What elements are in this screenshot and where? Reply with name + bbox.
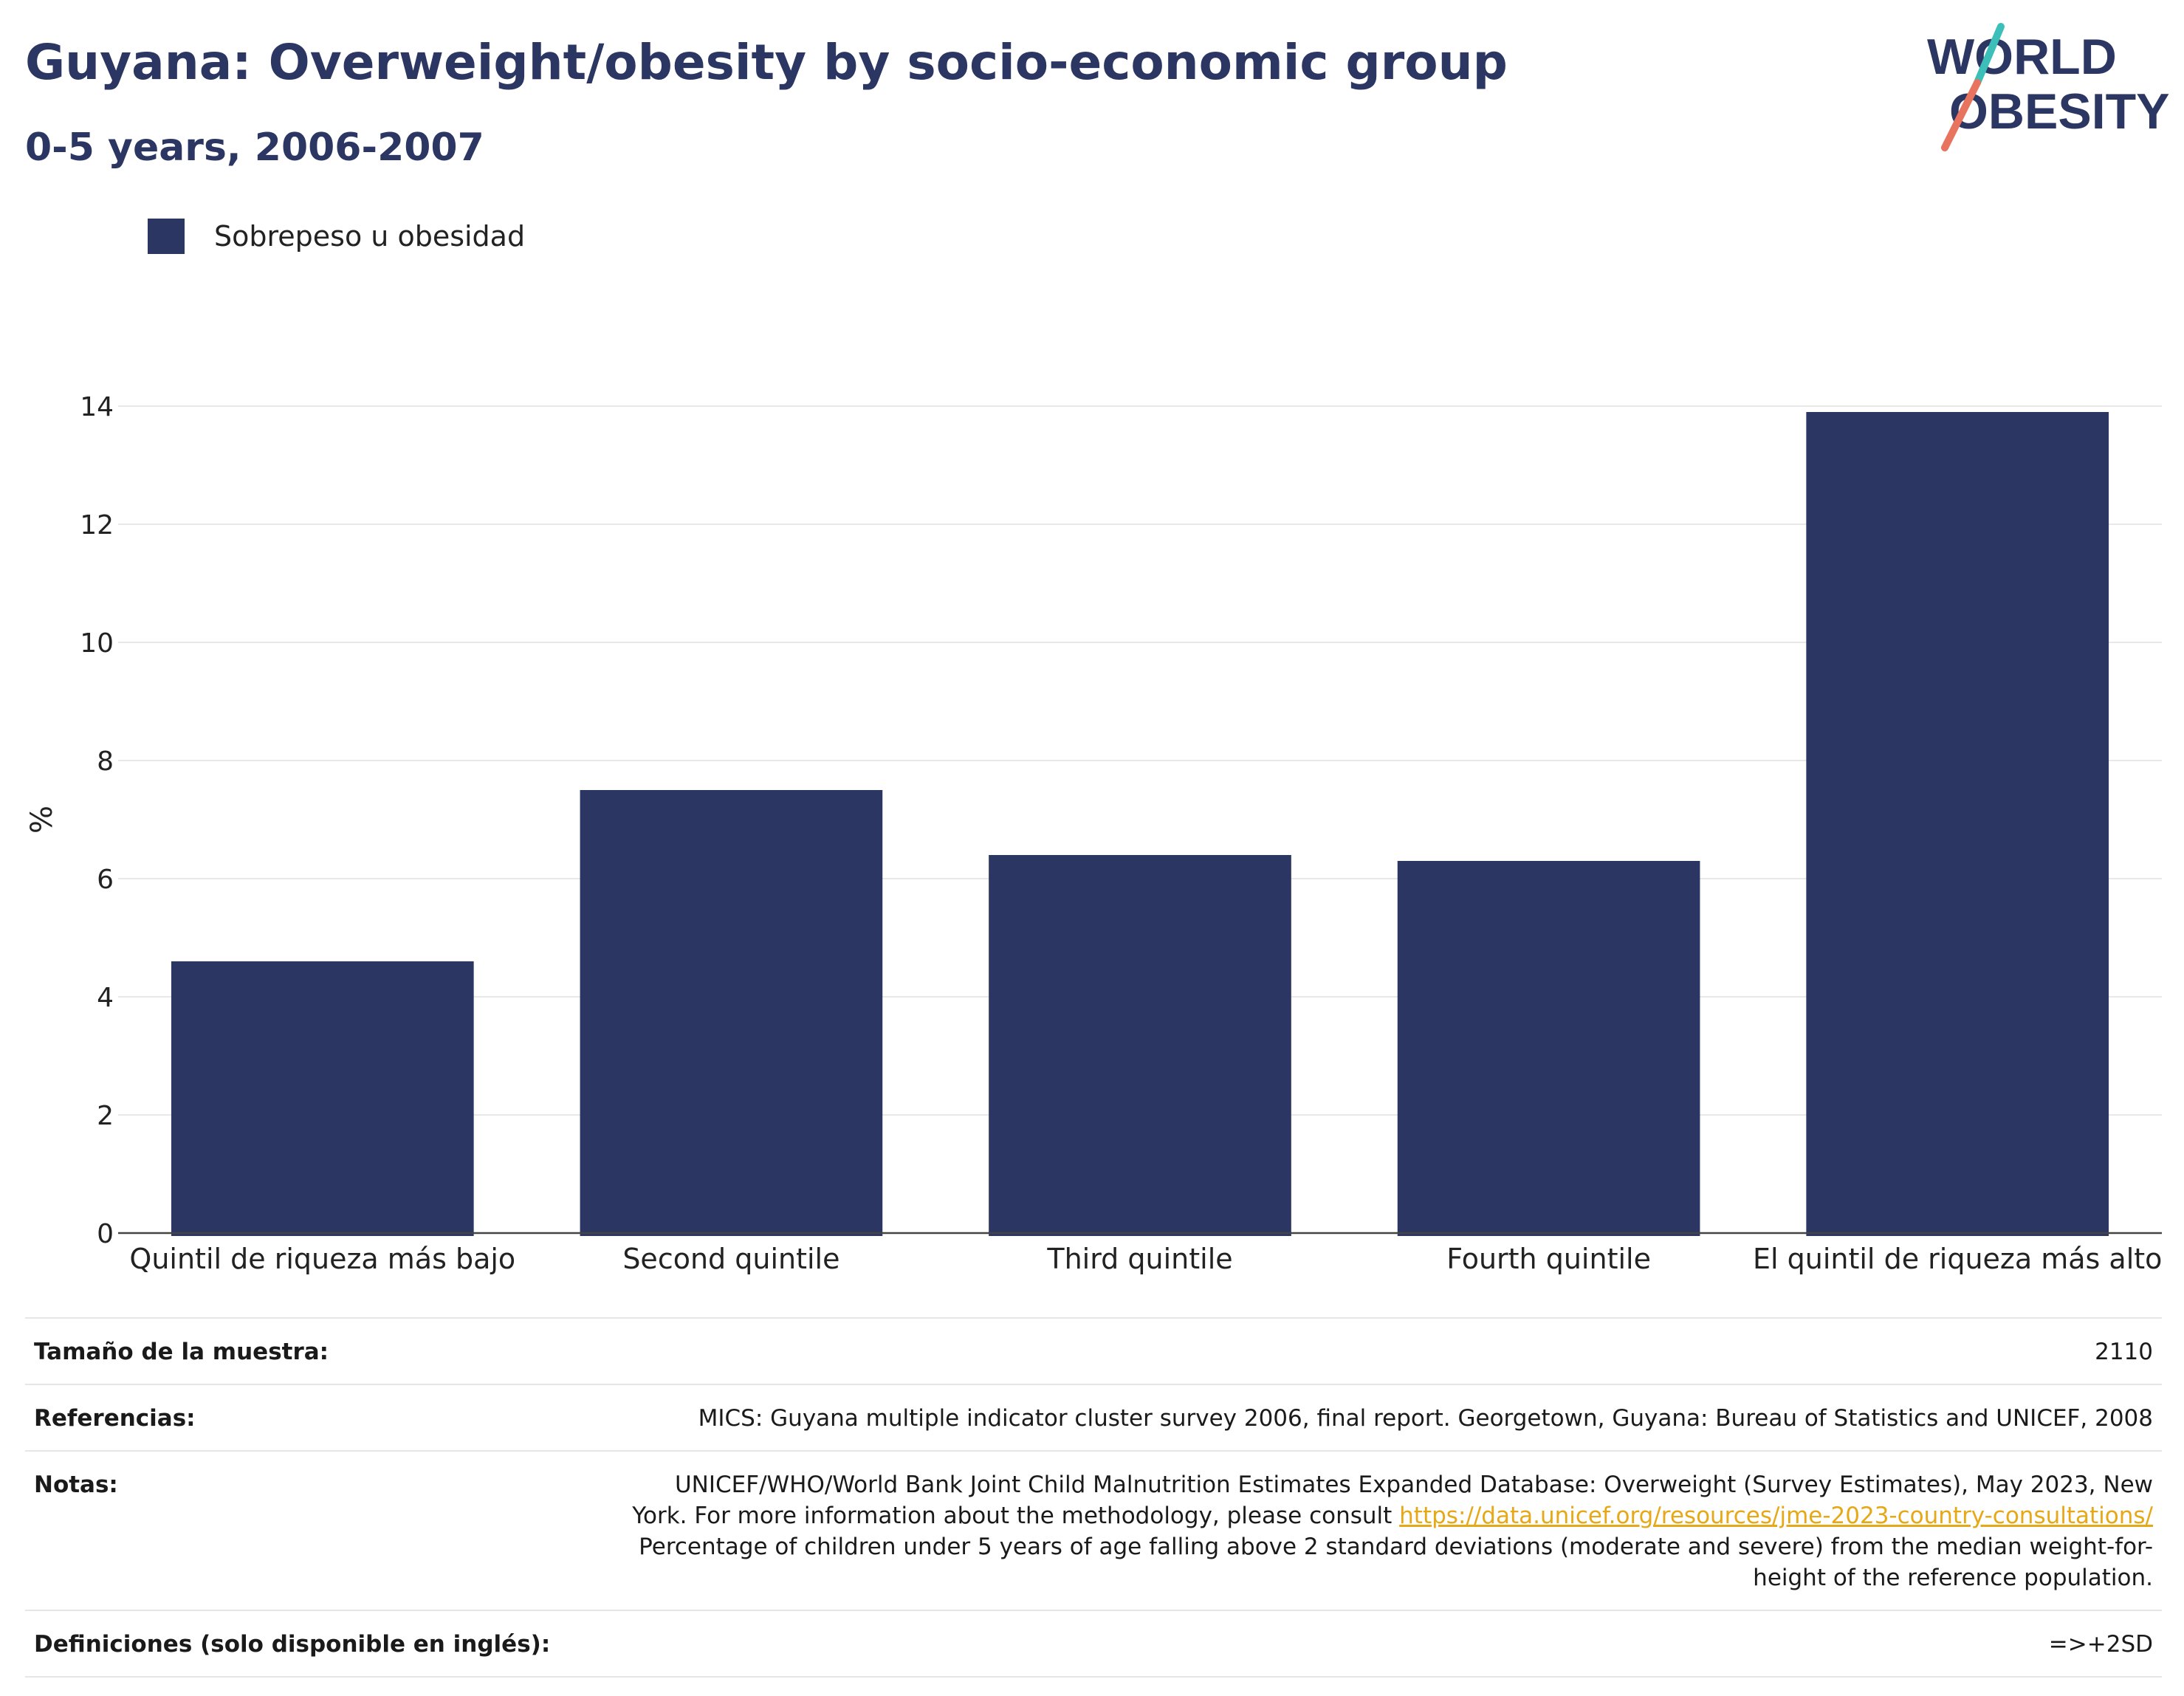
y-tick-label: 12 — [80, 510, 114, 540]
world-obesity-logo[interactable]: WORLD OBESITY — [1920, 21, 2171, 154]
references-label: Referencias: — [34, 1405, 196, 1432]
references-row: Referencias: MICS: Guyana multiple indic… — [25, 1384, 2162, 1450]
y-axis-label: % — [25, 806, 59, 834]
x-tick-label: Fourth quintile — [1446, 1243, 1651, 1275]
logo-line1: WORLD — [1927, 29, 2117, 85]
notes-text-definition: Percentage of children under 5 years of … — [639, 1534, 2153, 1591]
bar — [580, 790, 883, 1236]
notes-label: Notas: — [34, 1472, 118, 1498]
x-tick-label: El quintil de riqueza más alto — [1753, 1243, 2162, 1275]
bar — [989, 855, 1291, 1236]
chart-title: Guyana: Overweight/obesity by socio-econ… — [25, 34, 1508, 91]
y-tick-label: 14 — [80, 392, 114, 422]
sample-size-label: Tamaño de la muestra: — [34, 1339, 329, 1365]
logo-teal-slash — [1974, 23, 2005, 86]
sample-size-value: 2110 — [2095, 1339, 2153, 1365]
y-tick-label: 6 — [97, 865, 114, 895]
chart-legend: Sobrepeso u obesidad — [148, 219, 525, 254]
y-tick-label: 2 — [97, 1101, 114, 1131]
metadata-table: Tamaño de la muestra: 2110 Referencias: … — [25, 1317, 2162, 1678]
notes-link[interactable]: https://data.unicef.org/resources/jme-20… — [1399, 1503, 2153, 1529]
y-tick-label: 4 — [97, 983, 114, 1013]
bar — [171, 961, 474, 1236]
bar — [1806, 412, 2109, 1236]
notes-text: UNICEF/WHO/World Bank Joint Child Malnut… — [632, 1472, 2153, 1529]
y-tick-label: 8 — [97, 746, 114, 777]
legend-label: Sobrepeso u obesidad — [214, 220, 526, 253]
x-tick-label: Second quintile — [622, 1243, 839, 1275]
x-tick-label: Third quintile — [1046, 1243, 1232, 1275]
legend-swatch — [148, 219, 185, 254]
notes-value: UNICEF/WHO/World Bank Joint Child Malnut… — [632, 1469, 2153, 1593]
notes-row: Notas: UNICEF/WHO/World Bank Joint Child… — [25, 1450, 2162, 1610]
references-value: MICS: Guyana multiple indicator cluster … — [698, 1405, 2153, 1432]
y-tick-label: 0 — [97, 1219, 114, 1249]
x-tick-label: Quintil de riqueza más bajo — [129, 1243, 515, 1275]
sample-size-row: Tamaño de la muestra: 2110 — [25, 1317, 2162, 1384]
definitions-value: =>+2SD — [2048, 1631, 2153, 1658]
bar-chart: 0 2 4 6 8 10 12 14 Quintil de riqueza más bajo Se… — [25, 392, 2162, 1275]
chart-subtitle: 0-5 years, 2006-2007 — [25, 126, 484, 170]
logo-coral-slash — [1941, 79, 1981, 151]
logo-line2: OBESITY — [1949, 83, 2170, 140]
y-tick-label: 10 — [80, 628, 114, 659]
definitions-row: Definiciones (solo disponible en inglés)… — [25, 1610, 2162, 1678]
bar — [1397, 861, 1700, 1236]
definitions-label: Definiciones (solo disponible en inglés)… — [34, 1631, 551, 1658]
